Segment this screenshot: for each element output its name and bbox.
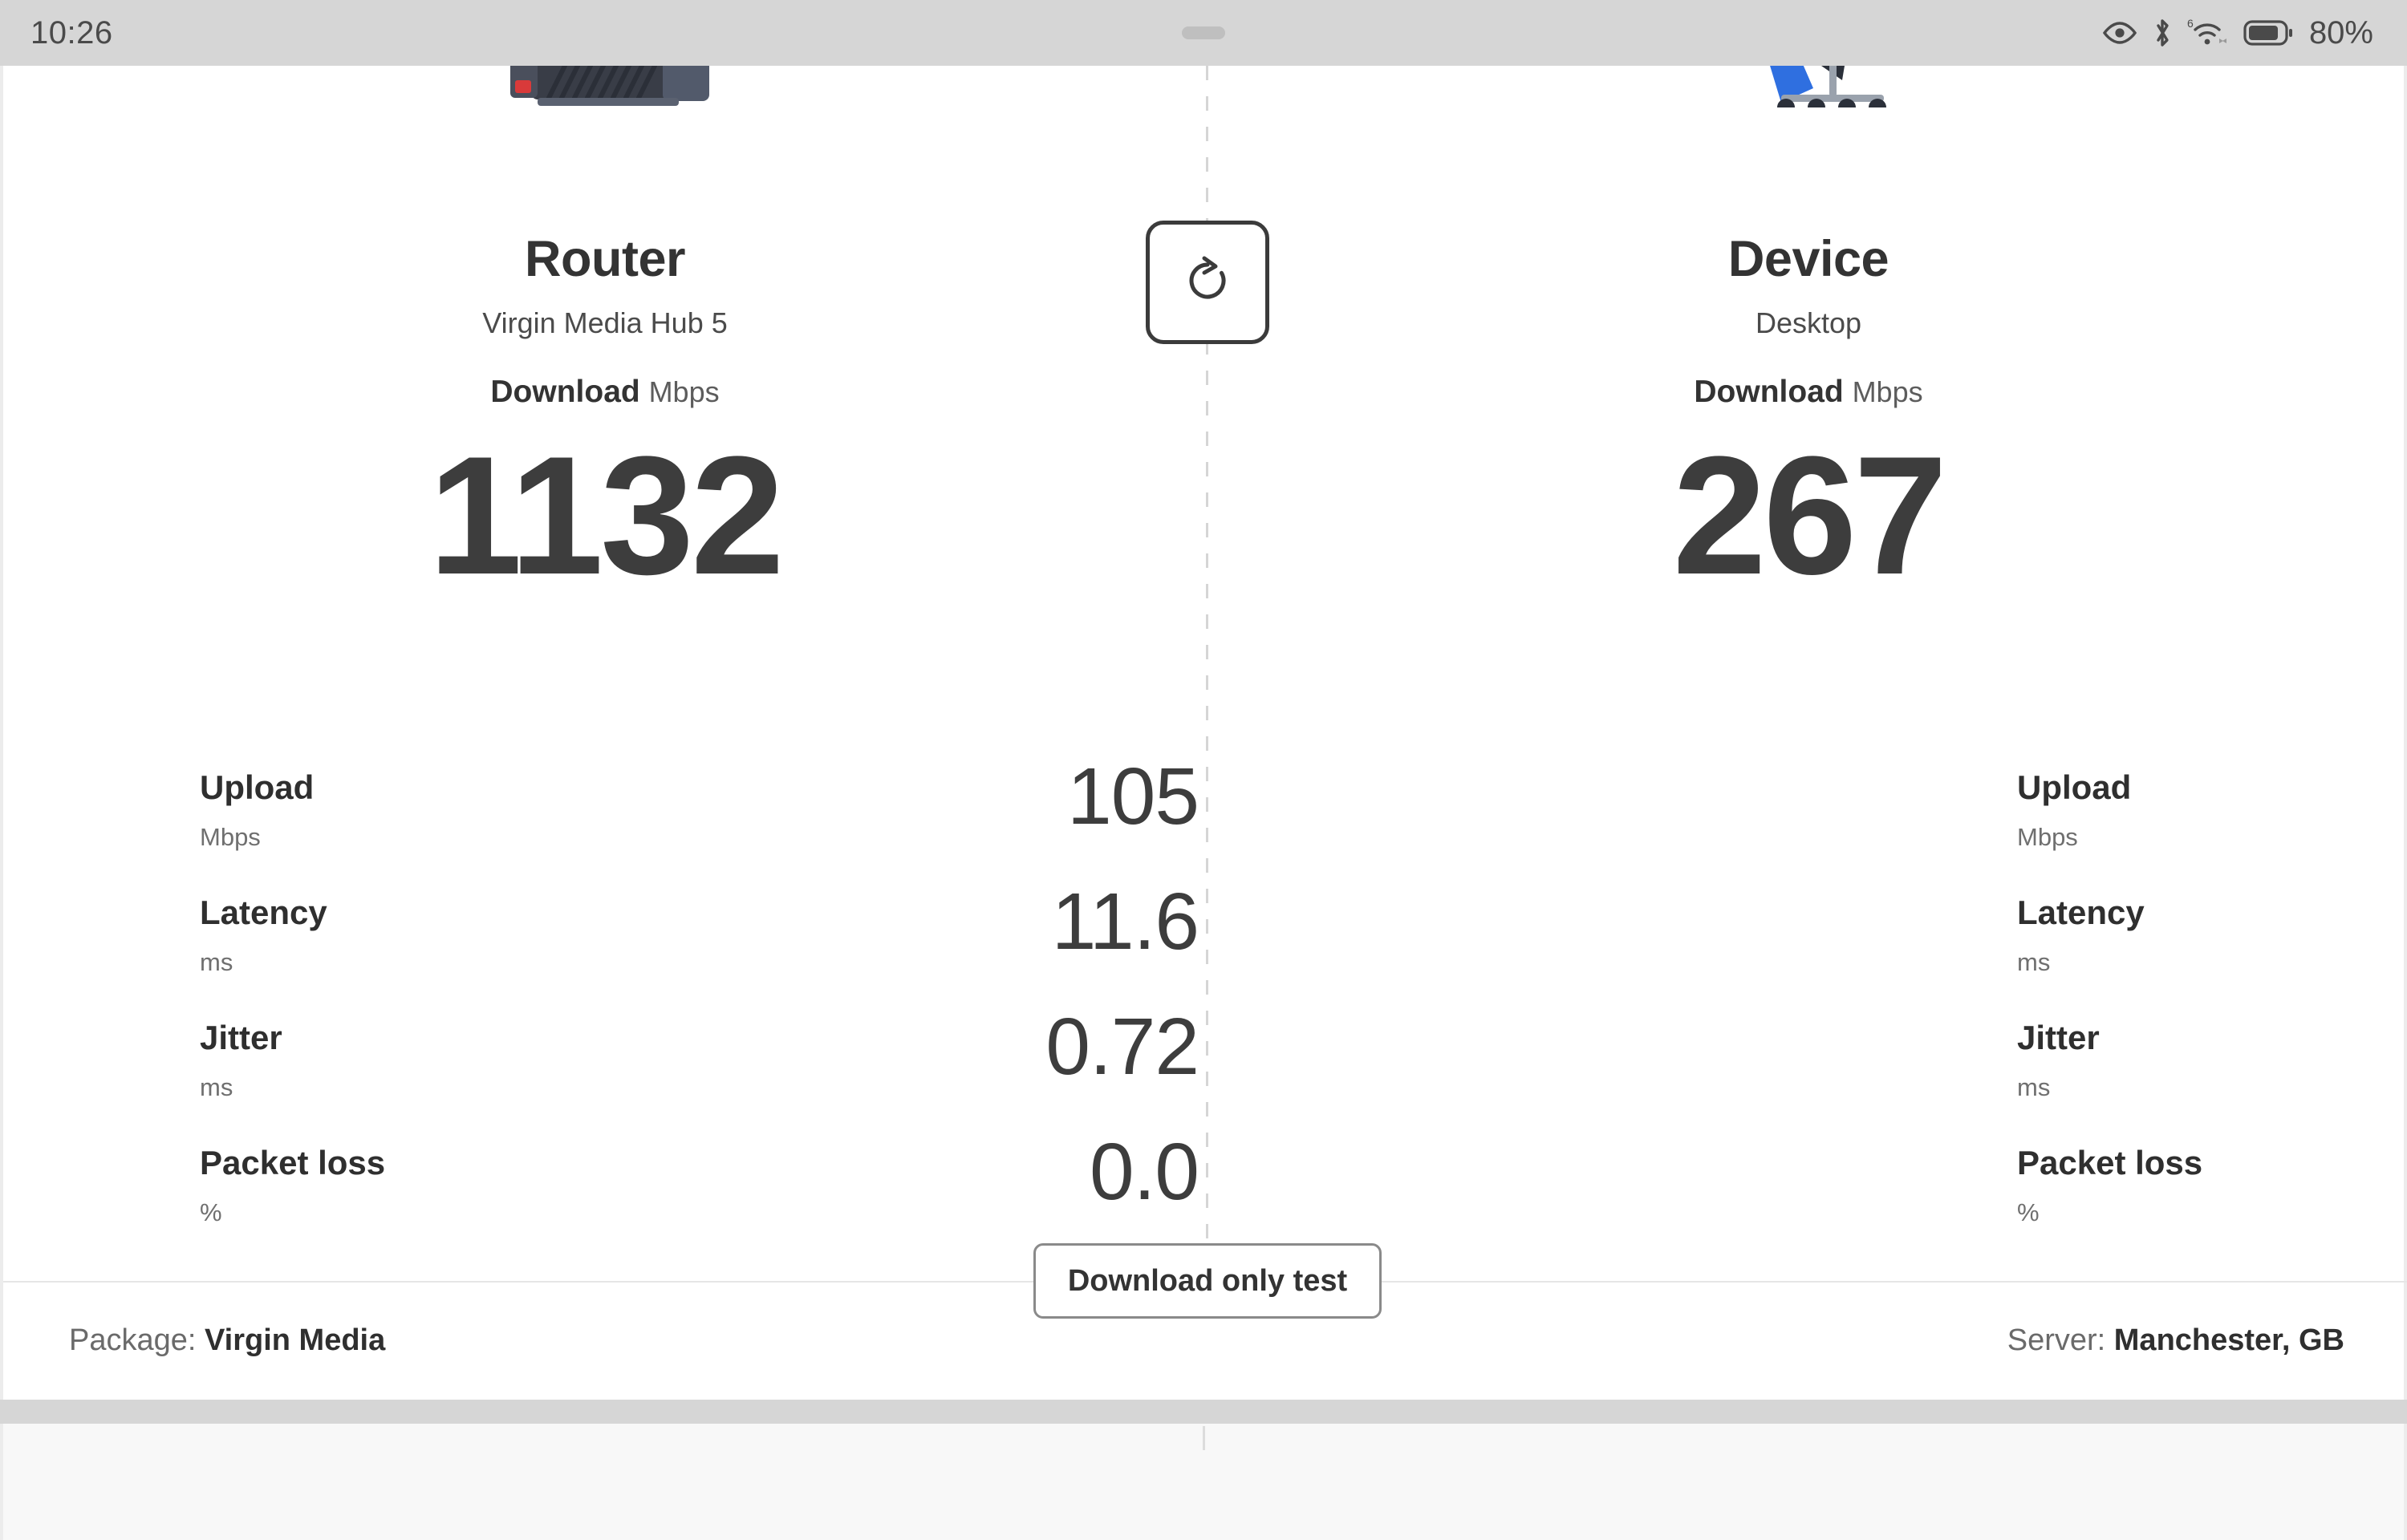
metric-name: Jitter — [2017, 1019, 2100, 1056]
server-value: Manchester, GB — [2113, 1323, 2344, 1357]
metric-value: 11.6 — [1051, 877, 1199, 967]
svg-text:6: 6 — [2187, 17, 2194, 30]
download-unit: Mbps — [648, 375, 720, 408]
metric-unit: ms — [2017, 1073, 2051, 1101]
refresh-icon — [1178, 251, 1237, 314]
status-clock: 10:26 — [30, 14, 113, 51]
download-label-row: Download Mbps — [3, 375, 1207, 410]
status-icon-tray: 6 80% — [2102, 15, 2373, 51]
metric-name: Upload — [2017, 768, 2132, 806]
metric-name: Latency — [2017, 894, 2145, 931]
bottom-center-tick — [1203, 1426, 1205, 1450]
footer-bar: Package: Virgin Media Server: Manchester… — [3, 1283, 2407, 1398]
metric-row: Jitter ms 4.53 — [2017, 1015, 2407, 1141]
status-bar: 10:26 6 — [0, 0, 2407, 66]
package-label: Package: — [69, 1323, 197, 1357]
download-label: Download — [1694, 375, 1844, 409]
results-page: Router Virgin Media Hub 5 Download Mbps … — [0, 66, 2407, 1400]
eye-icon — [2102, 21, 2137, 45]
metric-row: Upload Mbps 105 — [2017, 765, 2407, 890]
wifi-6-icon: 6 — [2187, 17, 2229, 49]
panel-title: Device — [1727, 231, 1889, 287]
package-value: Virgin Media — [205, 1323, 386, 1357]
metric-unit: Mbps — [2017, 823, 2078, 851]
panel-subtitle: Virgin Media Hub 5 — [482, 306, 728, 339]
package-info: Package: Virgin Media — [69, 1323, 385, 1358]
battery-icon — [2243, 19, 2293, 47]
metric-row: Packet loss % N/A — [2017, 1141, 2407, 1266]
panel-subtitle: Desktop — [1755, 306, 1862, 339]
metric-unit: ms — [200, 948, 233, 976]
router-metrics-list: Upload Mbps 105 Latency ms 11.6 Jitter m… — [200, 752, 1199, 1266]
download-value: 1132 — [428, 421, 785, 610]
metric-unit: ms — [2017, 948, 2051, 976]
metric-row: Latency ms 23.5 — [2017, 890, 2407, 1015]
metric-name: Packet loss — [2017, 1144, 2203, 1181]
metric-unit: % — [200, 1198, 222, 1226]
device-panel: Device Desktop Download Mbps 267 Upload … — [1207, 66, 2407, 1281]
metric-name: Latency — [200, 894, 327, 931]
metric-row: Upload Mbps 105 — [200, 752, 1199, 890]
panel-title: Router — [525, 231, 686, 287]
metric-value: 0.0 — [1089, 1127, 1199, 1217]
metric-unit: % — [2017, 1198, 2040, 1226]
metric-row: Latency ms 11.6 — [200, 877, 1199, 1015]
metric-unit: ms — [200, 1073, 233, 1101]
metric-name: Jitter — [200, 1019, 282, 1056]
restart-test-button[interactable] — [1146, 221, 1269, 344]
download-value: 267 — [1672, 421, 1947, 610]
router-illustration — [461, 66, 749, 107]
metric-name: Packet loss — [200, 1144, 386, 1181]
metric-name: Upload — [200, 768, 315, 806]
device-metrics-list: Upload Mbps 105 Latency ms 23.5 Jitter m… — [2017, 765, 2407, 1266]
download-label: Download — [490, 375, 640, 409]
comparison-columns: Router Virgin Media Hub 5 Download Mbps … — [3, 66, 2407, 1281]
router-panel: Router Virgin Media Hub 5 Download Mbps … — [3, 66, 1207, 1281]
metric-row: Packet loss % 0.0 — [200, 1127, 1199, 1266]
metric-row: Jitter ms 0.72 — [200, 1002, 1199, 1141]
download-only-test-button[interactable]: Download only test — [1033, 1243, 1382, 1319]
center-dashed-divider — [1206, 66, 1208, 1317]
desktop-illustration — [1664, 66, 1953, 107]
metric-value: 0.72 — [1045, 1002, 1199, 1092]
system-bottom-bar — [0, 1400, 2407, 1424]
metric-value: 105 — [1067, 752, 1199, 841]
window-grabber-handle[interactable] — [1182, 26, 1225, 39]
server-info: Server: Manchester, GB — [2007, 1323, 2344, 1358]
download-label-row: Download Mbps — [1207, 375, 2407, 410]
battery-percent-label: 80% — [2308, 14, 2373, 51]
server-label: Server: — [2007, 1323, 2106, 1357]
bluetooth-icon — [2152, 18, 2173, 48]
metric-unit: Mbps — [200, 823, 261, 851]
download-unit: Mbps — [1852, 375, 1923, 408]
